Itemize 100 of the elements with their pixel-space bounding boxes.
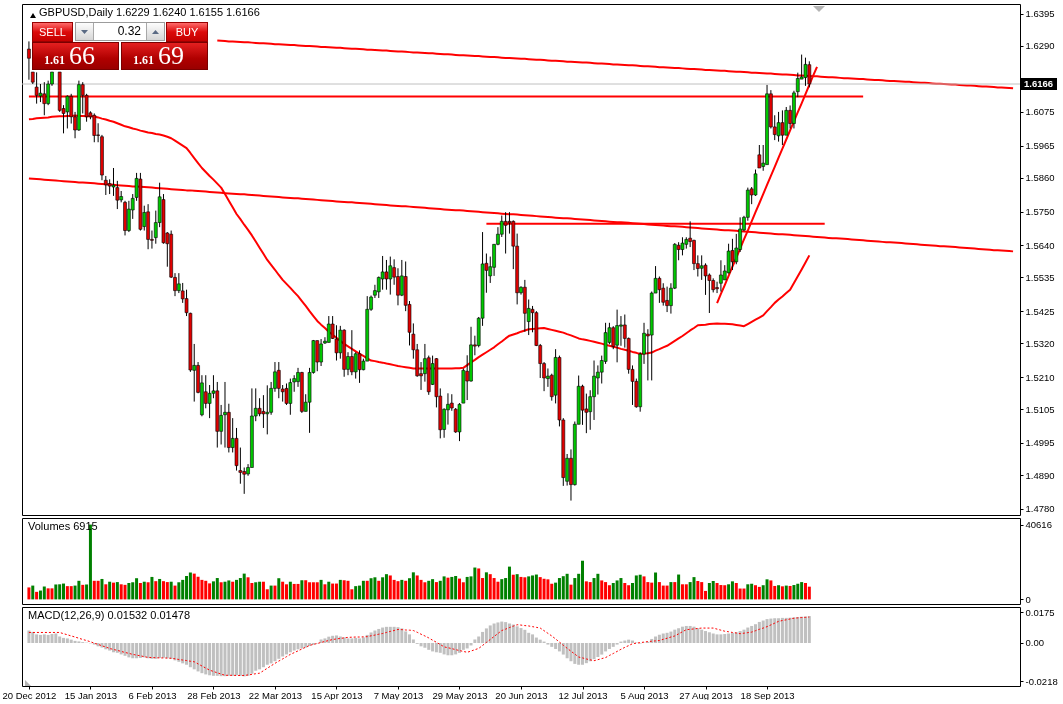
bar (127, 642, 131, 658)
bar (523, 629, 527, 643)
annotation: 1.61 (133, 52, 154, 69)
bar (677, 628, 681, 643)
x-tick-label: 7 May 2013 (373, 689, 424, 701)
bar (554, 582, 558, 600)
bar (419, 642, 423, 647)
bar (438, 580, 442, 600)
bar (277, 642, 281, 659)
bar (477, 568, 481, 600)
annotation: 66 (69, 41, 95, 70)
chart-title: Volumes 6915 (28, 520, 98, 532)
bar (73, 640, 77, 643)
bar (150, 642, 154, 659)
bar (677, 574, 681, 600)
bar (600, 580, 604, 600)
bar (538, 577, 542, 600)
bar (511, 574, 515, 600)
bar (342, 580, 346, 600)
bar (215, 578, 219, 600)
bar (754, 624, 758, 643)
bar (38, 634, 42, 643)
bar (511, 624, 515, 643)
bar (215, 642, 219, 676)
bar (115, 582, 119, 600)
bar (235, 642, 239, 676)
bar (715, 583, 719, 600)
bar (692, 626, 696, 643)
bar (269, 642, 273, 664)
candlestick (104, 175, 108, 196)
bar (161, 642, 165, 658)
bar (427, 642, 431, 650)
bar (354, 586, 358, 600)
buy-button: BUY (166, 22, 208, 42)
number-field: 0.32 (75, 22, 165, 41)
bar (634, 575, 638, 600)
bar (757, 621, 761, 643)
bar (680, 584, 684, 600)
bar (277, 578, 281, 600)
bar (719, 585, 723, 600)
bar (219, 582, 223, 600)
bar (100, 642, 104, 648)
bar (108, 642, 112, 651)
bar (315, 582, 319, 600)
bar (323, 584, 327, 600)
bar (442, 576, 446, 600)
bar (519, 576, 523, 600)
bar (607, 585, 611, 600)
candlestick (803, 57, 808, 87)
bar (196, 576, 200, 600)
bar (296, 642, 300, 650)
bar (657, 582, 661, 600)
bar (69, 639, 73, 643)
candlestick (615, 309, 619, 363)
bar (400, 628, 404, 643)
bar (27, 630, 31, 643)
bar (292, 583, 296, 600)
bar (246, 642, 250, 676)
bar (211, 642, 215, 676)
bar (769, 580, 773, 600)
bar (311, 582, 315, 600)
bar (754, 585, 758, 600)
bar (800, 616, 804, 643)
bar (169, 642, 173, 659)
bar (730, 581, 734, 600)
bar (665, 585, 669, 600)
bar (204, 642, 208, 675)
bar (154, 642, 158, 659)
candlestick (657, 276, 662, 304)
bar (361, 580, 365, 600)
chart-title: GBPUSD,Daily 1.6229 1.6240 1.6155 1.6166 (39, 6, 260, 18)
bar (146, 642, 150, 659)
bar (488, 625, 492, 643)
x-tick-label: 29 May 2013 (432, 689, 488, 701)
y-tick-label: 0.0175 (1025, 606, 1055, 618)
bar (673, 582, 677, 600)
y-tick-label: -0.0218 (1025, 675, 1058, 687)
bar (684, 584, 688, 600)
bar (377, 628, 381, 643)
bar (565, 573, 569, 600)
candlestick (665, 286, 669, 313)
bar (465, 642, 469, 649)
bar (496, 622, 500, 643)
bar (611, 642, 615, 647)
bar (404, 631, 408, 643)
bar (369, 632, 373, 643)
bar (373, 577, 377, 600)
bar (761, 620, 765, 643)
bar (581, 560, 585, 600)
bar (54, 584, 58, 600)
bar (392, 626, 396, 643)
candlestick (776, 111, 781, 143)
bar (419, 579, 423, 600)
candlestick (42, 81, 47, 116)
bar (131, 582, 135, 600)
candlestick (350, 329, 354, 376)
bar (554, 642, 558, 649)
bar (192, 573, 196, 600)
bar (296, 583, 300, 600)
x-tick-label: 15 Jan 2013 (64, 689, 118, 701)
